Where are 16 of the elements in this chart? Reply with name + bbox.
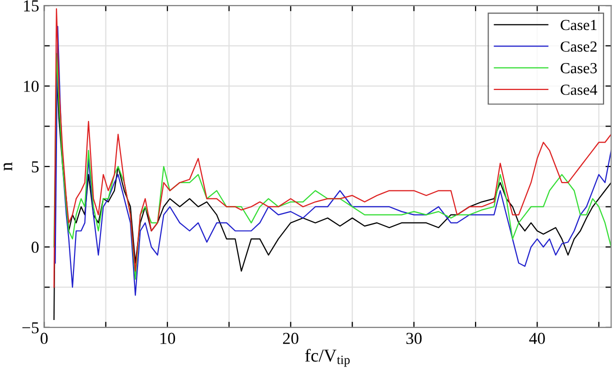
x-axis-title: fc/V$_{tip}$ <box>305 348 350 367</box>
x-tick-label: 40 <box>529 332 545 344</box>
x-tick-label: 10 <box>160 332 176 344</box>
legend-label: Case4 <box>560 84 598 95</box>
y-tick-label: −5 <box>22 322 39 334</box>
y-tick-label: 15 <box>24 0 39 12</box>
x-tick-label: 30 <box>406 332 422 344</box>
y-tick-label: 10 <box>24 80 39 92</box>
y-tick-label: 5 <box>32 161 39 172</box>
legend-label: Case2 <box>560 41 597 52</box>
x-tick-label: 0 <box>40 332 48 344</box>
y-axis-title: n <box>4 162 12 171</box>
legend-label: Case3 <box>560 63 597 74</box>
y-tick-label: 0 <box>32 242 39 253</box>
x-tick-label: 20 <box>283 332 298 344</box>
legend-label: Case1 <box>560 20 596 30</box>
